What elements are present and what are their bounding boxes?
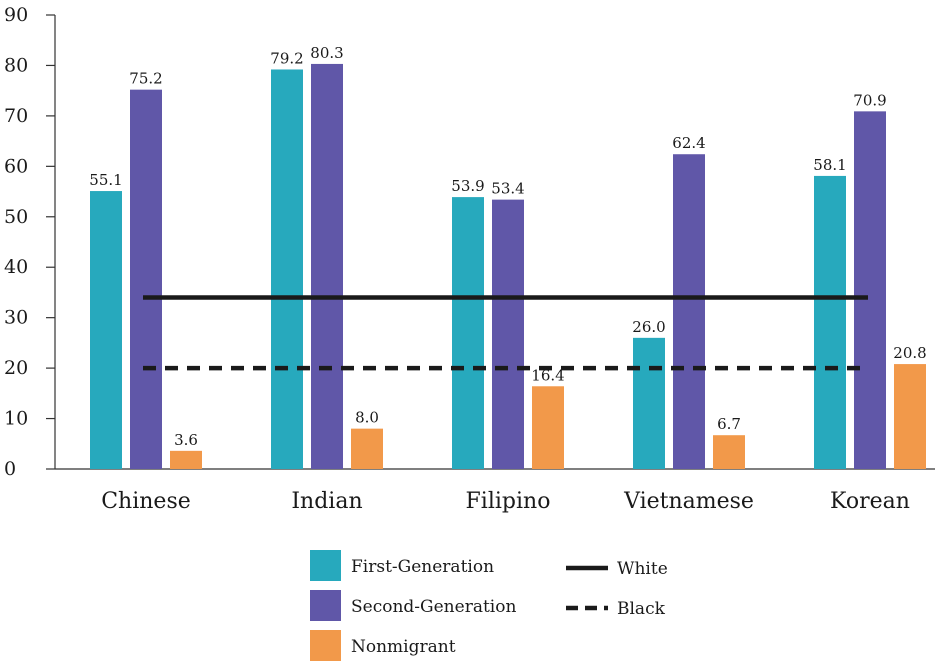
data-label-layer: 55.1 75.2 3.6 79.2 80.3 8.0 53.9 53.4 16.4 26.0 62…	[89, 44, 926, 449]
data-label-chinese-second-generation: 75.2	[129, 70, 162, 88]
bar-vietnamese-first-generation	[633, 337, 665, 469]
legend: First-Generation Second-Generation Nonmigr…	[310, 550, 668, 661]
data-label-vietnamese-second-generation: 62.4	[672, 134, 705, 152]
data-label-filipino-second-generation: 53.4	[491, 180, 524, 198]
x-tick-label-chinese: Chinese	[101, 489, 191, 514]
x-tick-label-filipino: Filipino	[466, 489, 551, 514]
bar-vietnamese-second-generation	[673, 154, 705, 469]
y-tick-label: 10	[4, 408, 28, 430]
bar-filipino-first-generation	[452, 197, 484, 470]
legend-swatch-second-generation	[310, 590, 341, 621]
bar-chinese-nonmigrant	[170, 450, 202, 469]
data-label-korean-first-generation: 58.1	[813, 156, 846, 174]
bar-layer	[90, 63, 926, 470]
legend-label-first-generation: First-Generation	[351, 557, 494, 577]
bar-indian-nonmigrant	[351, 428, 383, 469]
y-tick-label: 40	[4, 256, 28, 278]
data-label-korean-nonmigrant: 20.8	[893, 344, 926, 362]
y-tick-label: 70	[4, 105, 28, 127]
bar-indian-second-generation	[311, 63, 343, 469]
data-label-indian-second-generation: 80.3	[310, 44, 343, 62]
bar-korean-nonmigrant	[894, 364, 926, 469]
data-label-filipino-first-generation: 53.9	[451, 177, 484, 195]
data-label-indian-first-generation: 79.2	[270, 49, 303, 67]
bar-korean-second-generation	[854, 111, 886, 470]
legend-label-nonmigrant: Nonmigrant	[351, 637, 456, 657]
legend-label-white: White	[617, 559, 668, 579]
x-tick-label-indian: Indian	[291, 489, 362, 514]
data-label-chinese-first-generation: 55.1	[89, 171, 122, 189]
bar-chinese-first-generation	[90, 191, 122, 469]
legend-swatch-nonmigrant	[310, 630, 341, 661]
y-tick-label: 50	[4, 206, 28, 228]
bar-filipino-nonmigrant	[532, 386, 564, 469]
data-label-filipino-nonmigrant: 16.4	[531, 366, 564, 384]
y-tick-label: 20	[4, 357, 28, 379]
x-tick-label-vietnamese: Vietnamese	[623, 489, 754, 514]
legend-swatch-first-generation	[310, 550, 341, 581]
data-label-vietnamese-first-generation: 26.0	[632, 318, 665, 336]
data-label-chinese-nonmigrant: 3.6	[174, 431, 198, 449]
data-label-korean-second-generation: 70.9	[853, 91, 886, 109]
bar-chinese-second-generation	[130, 89, 162, 469]
bar-vietnamese-nonmigrant	[713, 435, 745, 469]
axis-layer: 0 10 20 30 40 50 60 70 80 90 Chinese Indian Filipino…	[4, 4, 935, 514]
y-tick-label: 80	[4, 54, 28, 76]
data-label-indian-nonmigrant: 8.0	[355, 409, 379, 427]
x-tick-label-korean: Korean	[830, 489, 910, 514]
bar-filipino-second-generation	[492, 199, 524, 470]
legend-label-black: Black	[617, 599, 666, 619]
legend-label-second-generation: Second-Generation	[351, 597, 516, 617]
y-tick-label: 60	[4, 155, 28, 177]
y-tick-label: 90	[4, 4, 28, 26]
y-tick-label: 0	[4, 458, 16, 480]
reference-line-layer	[143, 295, 868, 371]
bar-korean-first-generation	[814, 175, 846, 469]
bar-indian-first-generation	[271, 69, 303, 469]
y-tick-label: 30	[4, 307, 28, 329]
data-label-vietnamese-nonmigrant: 6.7	[717, 415, 741, 433]
